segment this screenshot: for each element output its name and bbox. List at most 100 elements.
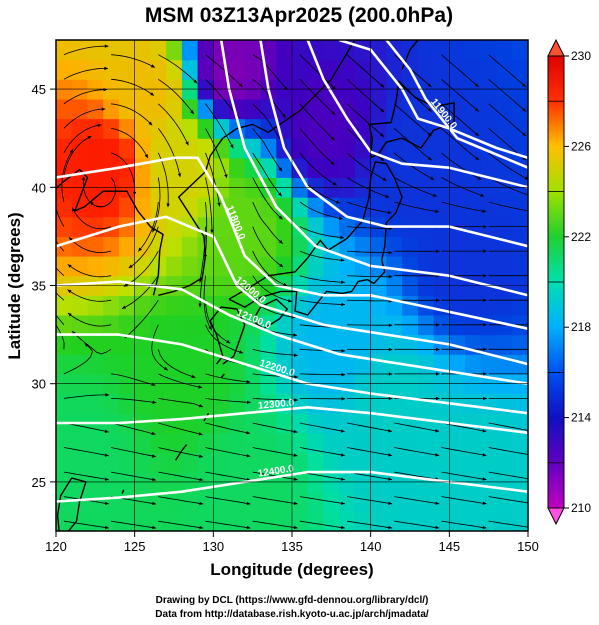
field-cell	[323, 157, 340, 178]
field-cell	[354, 98, 372, 120]
field-cell	[512, 256, 528, 277]
streamline	[63, 124, 102, 154]
field-cell	[512, 59, 528, 80]
field-cell	[150, 472, 167, 493]
field-cell	[417, 472, 435, 493]
field-cell	[354, 452, 372, 473]
field-cell	[354, 79, 372, 100]
plot-area: 11900.011800.012000.012100.012200.012300…	[56, 40, 534, 531]
field-cell	[465, 275, 482, 296]
streamline-arrow	[482, 209, 487, 213]
field-cell	[229, 432, 246, 453]
streamline	[111, 54, 156, 68]
streamline	[111, 422, 156, 435]
field-cell	[229, 157, 246, 178]
streamline	[111, 520, 157, 529]
streamline-arrow	[530, 225, 534, 229]
streamline-arrow	[199, 404, 203, 408]
height-contour	[385, 40, 528, 169]
streamline	[252, 103, 285, 145]
field-cell	[103, 295, 120, 316]
streamline	[488, 177, 528, 196]
streamline	[111, 128, 149, 159]
field-cell	[71, 79, 88, 100]
field-cell	[134, 452, 151, 473]
field-cell	[370, 472, 387, 493]
field-cell	[213, 40, 230, 61]
field-cell	[370, 79, 387, 100]
streamline-arrow	[380, 108, 384, 113]
field-cell	[134, 138, 151, 159]
streamline-arrow	[482, 453, 487, 457]
field-cell	[181, 295, 199, 316]
field-cell	[103, 138, 120, 159]
streamline-arrow	[293, 333, 297, 337]
streamline-arrow	[185, 141, 189, 146]
field-cell	[150, 354, 167, 375]
field-cell	[103, 393, 120, 414]
field-cell	[134, 197, 151, 218]
field-cell	[386, 256, 403, 277]
streamline	[63, 135, 92, 178]
streamline	[252, 398, 299, 401]
field-cell	[480, 59, 498, 80]
field-cell	[229, 256, 246, 277]
streamline-arrow	[152, 477, 156, 482]
streamline-arrow	[68, 237, 73, 241]
field-cell	[197, 79, 214, 100]
streamline	[56, 292, 65, 301]
colorbar: 210 214 218 222 226 230	[547, 38, 591, 526]
field-cell	[118, 236, 136, 257]
streamline-arrow	[388, 501, 392, 505]
streamline	[157, 128, 181, 178]
streamline	[158, 520, 204, 529]
field-cell	[260, 216, 277, 237]
credit-line-2: Data from http://database.rish.kyoto-u.a…	[155, 609, 429, 620]
streamline-arrow	[152, 400, 157, 404]
field-cell	[166, 354, 183, 375]
field-cell	[134, 79, 151, 100]
height-contour	[56, 280, 528, 385]
streamline	[252, 152, 283, 197]
streamline	[111, 447, 156, 458]
field-cell	[181, 138, 199, 159]
field-cell	[244, 59, 262, 80]
field-cell	[56, 98, 73, 120]
streamline	[158, 54, 198, 84]
field-cell	[260, 40, 277, 61]
field-cell	[181, 118, 199, 139]
field-cell	[229, 197, 246, 218]
field-cell	[449, 256, 466, 277]
field-cell	[229, 393, 246, 414]
streamline-arrow	[480, 193, 485, 197]
field-cell	[181, 334, 199, 355]
field-cell	[166, 197, 183, 218]
field-cell	[465, 98, 482, 120]
streamline-arrow	[226, 339, 231, 344]
field-cell	[213, 452, 230, 473]
streamline-arrow	[522, 156, 527, 161]
field-cell	[386, 59, 403, 80]
field-cell	[323, 256, 340, 277]
streamline	[346, 177, 390, 198]
field-cell	[307, 256, 324, 277]
field-cell	[229, 452, 246, 473]
field-cell	[339, 197, 356, 218]
field-cell	[166, 413, 183, 434]
field-cell	[118, 315, 136, 336]
streamline-arrow	[435, 525, 440, 530]
field-cell	[134, 295, 151, 316]
field-cell	[496, 197, 513, 218]
field-cell	[292, 197, 309, 218]
streamline-arrow	[331, 85, 336, 90]
streamline-arrow	[105, 393, 110, 397]
streamline-arrow	[84, 343, 89, 347]
field-cell	[292, 59, 309, 80]
streamline	[205, 300, 231, 344]
field-cell	[496, 491, 513, 512]
colorbar-lower-arrow	[547, 507, 565, 526]
streamline	[299, 54, 336, 90]
streamline-arrow	[435, 429, 440, 433]
field-cell	[433, 138, 450, 159]
streamline-arrow	[427, 156, 432, 161]
